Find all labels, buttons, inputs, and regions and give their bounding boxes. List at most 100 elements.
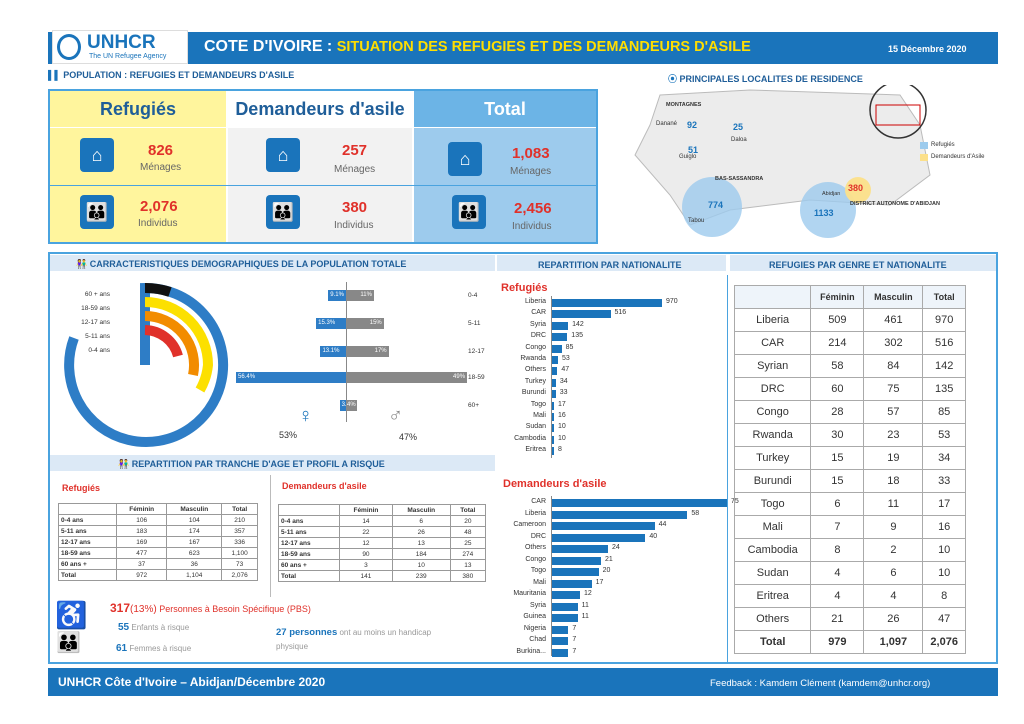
- tranche-ref-cell: 106: [116, 514, 168, 526]
- genre-cell: 16: [922, 515, 966, 539]
- tranche-da-cell: 184: [391, 548, 451, 560]
- genre-cell: 15: [810, 446, 865, 470]
- nat-bar: [552, 413, 554, 421]
- nat-bar: [552, 367, 558, 376]
- total-individus-label: Individus: [512, 221, 552, 232]
- nat-bar: [552, 378, 556, 387]
- nat-value-label: 11: [581, 601, 589, 609]
- tranche-da-cell: 13: [449, 559, 487, 571]
- pyramid-age-label: 12-17: [468, 348, 485, 355]
- nat-category-label: Mauritania: [513, 590, 546, 597]
- genre-divider: [727, 275, 728, 663]
- tranche-da-header: Total: [449, 504, 487, 516]
- nat-bar: [552, 510, 688, 519]
- nat-bar: [552, 579, 592, 588]
- nat-bar: [552, 614, 578, 622]
- tranche-band: [50, 455, 495, 471]
- footer-bar: [48, 668, 998, 696]
- genre-table: Féminin Masculin Total Liberia 509 461 970 CAR 2…: [733, 285, 966, 654]
- genre-row: DRC 60 75 135: [733, 377, 966, 401]
- tranche-da-title: Demandeurs d'asile: [282, 481, 367, 491]
- nat-bar: [552, 333, 568, 342]
- tranche-da-row: 12-17 ans 12 13 25: [277, 537, 487, 549]
- nat-bar: [552, 648, 569, 657]
- ring-18-59: [64, 282, 229, 447]
- tranche-ref-row: 5-11 ans 183 174 357: [57, 525, 258, 537]
- genre-cell: Burundi: [733, 469, 812, 493]
- nat-bar: [552, 447, 554, 456]
- total-menages-label: Ménages: [510, 166, 552, 177]
- tranche-da-cell: 239: [391, 570, 451, 582]
- tranche-da-cell: 20: [449, 515, 487, 527]
- tranche-da-cell: 12: [339, 537, 393, 549]
- tranche-ref-cell: 477: [116, 547, 168, 559]
- nat-bar: [552, 568, 599, 576]
- logo-text: UNHCR: [87, 32, 156, 53]
- genre-cell: Mali: [733, 515, 812, 539]
- demo-band: [50, 255, 495, 271]
- nat-value-label: 7: [572, 647, 577, 655]
- nat-da-title: Demandeurs d'asile: [503, 478, 607, 490]
- main-panel: [48, 252, 998, 664]
- tranche-ref-header: [57, 503, 118, 515]
- nat-value-label: 85: [565, 343, 574, 351]
- inset-circle: [869, 85, 927, 139]
- tranche-da-cell: 274: [449, 548, 487, 560]
- genre-cell: Turkey: [733, 446, 812, 470]
- nat-value-label: 10: [558, 423, 566, 431]
- nat-value-label: 33: [559, 389, 568, 397]
- genre-row: CAR 214 302 516: [733, 331, 966, 355]
- genre-row: Cambodia 8 2 10: [733, 538, 966, 562]
- map-label-danane: Danané: [656, 121, 678, 127]
- genre-cell: 17: [922, 492, 966, 516]
- house-family-icon: ⌂: [80, 138, 114, 172]
- genre-cell: 23: [863, 423, 924, 447]
- genre-cell: 58: [810, 354, 865, 378]
- nat-value-label: 11: [581, 613, 589, 620]
- tranche-da-header: Masculin: [391, 504, 451, 516]
- genre-cell: 75: [863, 377, 924, 401]
- tranche-da-cell: 90: [339, 548, 393, 560]
- unhcr-logo: UNHCR The UN Refugee Agency: [52, 30, 188, 64]
- legend-da: Demandeurs d'Asile: [931, 154, 985, 160]
- tranche-da-cell: 14: [339, 515, 393, 527]
- genre-row: Sudan 4 6 10: [733, 561, 966, 585]
- tranche-ref-cell: 174: [166, 525, 223, 537]
- footer-left: UNHCR Côte d'Ivoire – Abidjan/Décembre 2…: [58, 675, 326, 689]
- pyramid-bar-female: 15.3%: [316, 318, 346, 329]
- genre-cell: 30: [810, 423, 865, 447]
- nat-category-label: Burundi: [521, 389, 546, 397]
- tranche-ref-cell: 1,104: [166, 569, 223, 581]
- map-label-tabou: Tabou: [688, 218, 705, 224]
- genre-cell: Rwanda: [733, 423, 812, 447]
- nat-value-label: 142: [572, 320, 584, 328]
- genre-cell: 142: [922, 354, 966, 378]
- nat-bar: [552, 424, 554, 433]
- logo-emblem-icon: [57, 34, 81, 60]
- genre-cell: 6: [863, 561, 924, 585]
- pyramid-age-label: 18-59: [468, 374, 485, 381]
- tranche-ref-cell: 357: [221, 525, 258, 537]
- map-value-guiglo: 51: [688, 145, 699, 155]
- tranche-ref-cell: 1,100: [221, 547, 258, 559]
- nat-bar: [552, 321, 569, 330]
- nat-category-label: Mali: [533, 412, 546, 419]
- genre-cell: 509: [810, 308, 865, 332]
- nat-value-label: 58: [691, 509, 700, 517]
- nat-category-label: Turkey: [524, 377, 546, 385]
- map-label-abidjan: Abidjan: [822, 191, 841, 197]
- demandeurs-individus: 380: [342, 199, 368, 216]
- nat-category-label: Congo: [525, 343, 546, 351]
- nat-bar: [552, 356, 558, 364]
- tranche-title: 👫 REPARTITION PAR TRANCHE D'AGE ET PROFI…: [118, 459, 385, 469]
- genre-row: Syrian 58 84 142: [733, 354, 966, 378]
- nat-value-label: 40: [649, 532, 658, 540]
- map-value-daloa: 25: [733, 122, 744, 132]
- genre-cell: 1,097: [863, 630, 924, 654]
- nat-value-label: 21: [605, 555, 613, 563]
- genre-cell: 2,076: [922, 630, 966, 654]
- nat-category-label: Others: [524, 544, 546, 551]
- refugies-individus: 2,076: [140, 198, 178, 215]
- bubble-abidjan-da: [845, 177, 871, 203]
- logo-tagline: The UN Refugee Agency: [89, 53, 167, 60]
